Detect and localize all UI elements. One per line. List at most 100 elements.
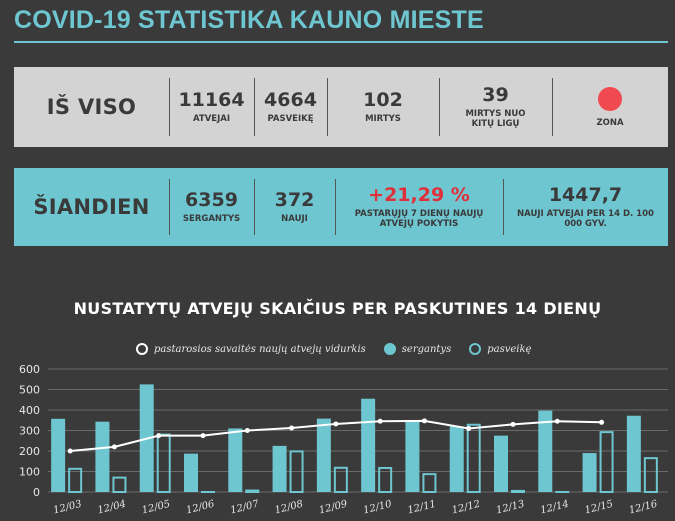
stat-zone-label: ZONA bbox=[596, 117, 624, 128]
legend-active-label: sergantys bbox=[401, 343, 452, 355]
bar-recovered bbox=[245, 489, 260, 494]
bar-active bbox=[184, 453, 198, 492]
y-tick-label: 600 bbox=[19, 363, 40, 376]
bar-active bbox=[316, 418, 331, 492]
zone-dot bbox=[598, 86, 622, 111]
average-point bbox=[554, 418, 560, 424]
y-tick-label: 400 bbox=[19, 404, 40, 417]
bar-active bbox=[51, 418, 66, 492]
stat-active-value: 6359 bbox=[185, 189, 238, 211]
average-point bbox=[111, 444, 117, 450]
bar-active bbox=[582, 453, 597, 492]
bar-active bbox=[272, 445, 287, 492]
y-tick-label: 500 bbox=[19, 384, 40, 397]
x-tick-label: 12/09 bbox=[318, 499, 349, 517]
y-tick-label: 200 bbox=[19, 445, 40, 458]
stat-cases: 11164 ATVEJAI bbox=[169, 67, 254, 147]
y-tick-label: 100 bbox=[19, 466, 40, 479]
stat-per-100k-label: NAUJI ATVEJAI PER 14 D. 100 000 GYV. bbox=[517, 209, 654, 229]
page-title: COVID-19 STATISTIKA KAUNO MIESTE bbox=[14, 6, 484, 34]
total-panel: IŠ VISO 11164 ATVEJAI 4664 PASVEIKĘ 102 … bbox=[14, 67, 668, 147]
legend-average: pastarosios savaitės naujų atvejų vidurk… bbox=[136, 343, 366, 355]
bar-active bbox=[95, 421, 110, 492]
average-point bbox=[599, 419, 605, 425]
bar-active bbox=[494, 435, 508, 492]
x-tick-label: 12/12 bbox=[451, 499, 482, 517]
stat-other-deaths: 39 MIRTYS NUO KITŲ LIGŲ bbox=[439, 67, 552, 147]
stat-active-label: SERGANTYS bbox=[182, 214, 241, 224]
bar-active bbox=[405, 421, 420, 492]
stat-deaths: 102 MIRTYS bbox=[327, 67, 439, 147]
stat-zone: ZONA bbox=[552, 67, 668, 147]
average-point bbox=[421, 418, 427, 424]
bar-active bbox=[361, 398, 376, 492]
legend-average-marker bbox=[136, 343, 148, 355]
legend-recovered-marker bbox=[469, 343, 482, 355]
total-heading: IŠ VISO bbox=[46, 95, 137, 119]
average-point bbox=[510, 421, 516, 427]
bar-recovered bbox=[378, 466, 393, 493]
bar-recovered bbox=[68, 467, 83, 493]
stat-new-label: NAUJI bbox=[281, 214, 308, 224]
x-tick-label: 12/05 bbox=[141, 499, 172, 517]
y-tick-label: 0 bbox=[33, 486, 40, 499]
total-heading-cell: IŠ VISO bbox=[14, 67, 169, 147]
stat-deaths-value: 102 bbox=[363, 89, 403, 111]
chart-title: NUSTATYTŲ ATVEJŲ SKAIČIUS PER PASKUTINES… bbox=[73, 299, 602, 318]
legend-recovered: pasveikę bbox=[469, 343, 531, 355]
x-tick-label: 12/04 bbox=[97, 499, 128, 517]
x-tick-label: 12/07 bbox=[229, 499, 260, 517]
average-point bbox=[466, 425, 472, 431]
bar-active bbox=[449, 426, 464, 492]
legend-active-marker bbox=[383, 343, 396, 355]
average-point bbox=[333, 421, 339, 427]
stat-other-deaths-label: MIRTYS NUO KITŲ LIGŲ bbox=[465, 109, 526, 129]
stat-per-100k-value: 1447,7 bbox=[548, 184, 623, 206]
legend-average-label: pastarosios savaitės naujų atvejų vidurk… bbox=[154, 343, 366, 355]
stat-week-change-value: +21,29 % bbox=[368, 184, 470, 206]
bar-recovered bbox=[599, 431, 614, 493]
x-tick-label: 12/11 bbox=[407, 499, 438, 517]
stat-week-change-label: PASTARŲJŲ 7 DIENŲ NAUJŲ ATVEJŲ POKYTIS bbox=[354, 209, 484, 229]
average-point bbox=[377, 418, 383, 424]
stat-recovered: 4664 PASVEIKĘ bbox=[254, 67, 327, 147]
stat-recovered-label: PASVEIKĘ bbox=[267, 114, 314, 124]
bar-recovered bbox=[466, 423, 481, 493]
x-tick-label: 12/06 bbox=[185, 499, 216, 517]
average-point bbox=[156, 433, 162, 439]
today-heading: ŠIANDIEN bbox=[33, 195, 150, 219]
x-tick-label: 12/03 bbox=[52, 499, 83, 517]
x-tick-label: 12/16 bbox=[628, 499, 659, 517]
bar-active bbox=[626, 415, 641, 492]
stat-other-deaths-value: 39 bbox=[482, 84, 509, 106]
bar-recovered bbox=[643, 457, 658, 493]
bar-recovered bbox=[289, 450, 304, 494]
stat-recovered-value: 4664 bbox=[264, 89, 317, 111]
bar-recovered bbox=[422, 473, 437, 494]
bar-recovered bbox=[511, 489, 525, 494]
x-tick-label: 12/14 bbox=[539, 499, 570, 517]
bar-active bbox=[228, 428, 243, 492]
x-tick-label: 12/10 bbox=[362, 499, 393, 517]
average-point bbox=[244, 428, 250, 433]
x-tick-label: 12/15 bbox=[584, 499, 615, 517]
average-point bbox=[289, 425, 295, 431]
bar-active bbox=[538, 410, 553, 492]
stat-week-change: +21,29 % PASTARŲJŲ 7 DIENŲ NAUJŲ ATVEJŲ … bbox=[335, 168, 503, 246]
today-heading-cell: ŠIANDIEN bbox=[14, 168, 169, 246]
today-panel: ŠIANDIEN 6359 SERGANTYS 372 NAUJI +21,29… bbox=[14, 168, 668, 246]
bar-recovered bbox=[333, 466, 348, 494]
legend-active: sergantys bbox=[383, 343, 452, 355]
bar-recovered bbox=[112, 476, 127, 493]
title-divider bbox=[14, 41, 668, 43]
average-point bbox=[200, 433, 206, 439]
y-tick-label: 300 bbox=[19, 425, 40, 438]
average-point bbox=[67, 448, 73, 454]
stat-deaths-label: MIRTYS bbox=[365, 114, 401, 124]
legend-recovered-label: pasveikę bbox=[487, 343, 532, 355]
x-tick-label: 12/13 bbox=[495, 499, 526, 517]
stat-cases-label: ATVEJAI bbox=[192, 114, 230, 124]
bar-recovered bbox=[156, 433, 171, 494]
stat-new: 372 NAUJI bbox=[254, 168, 335, 246]
